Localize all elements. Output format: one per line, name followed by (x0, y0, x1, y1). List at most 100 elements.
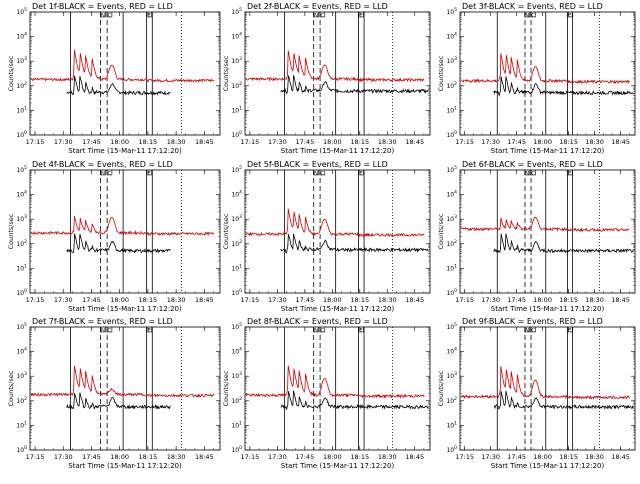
y-tick-label: 105 (16, 165, 27, 174)
marker-bracket-label: C (320, 171, 324, 177)
y-tick-label: 104 (16, 32, 27, 41)
y-tick-exponent: 3 (24, 214, 27, 220)
y-tick-exponent: 5 (24, 7, 27, 13)
marker-bracket-label: N (101, 13, 105, 19)
y-tick-label: 104 (16, 190, 27, 199)
x-tick-label: 17:45 (507, 453, 526, 461)
y-tick-label: 101 (16, 420, 27, 429)
y-axis-label: Counts/sec (222, 213, 230, 249)
x-tick-label: 18:00 (110, 453, 129, 461)
x-tick-label: 18:30 (167, 296, 186, 304)
series-lld-line (460, 52, 630, 85)
x-tick-label: 17:15 (455, 296, 474, 304)
y-tick-label: 101 (231, 420, 242, 429)
marker-bracket (100, 170, 106, 176)
x-tick-label: 18:00 (533, 296, 552, 304)
y-tick-label: 105 (16, 7, 27, 16)
y-tick-label: 101 (446, 105, 457, 114)
x-tick-label: 17:45 (82, 296, 101, 304)
y-tick-exponent: 3 (454, 371, 457, 377)
y-tick-exponent: 1 (239, 420, 242, 426)
marker-bracket-label: E (147, 13, 151, 19)
series-events-line (493, 233, 634, 254)
y-tick-exponent: 1 (454, 263, 457, 269)
x-tick-label: 17:30 (54, 296, 73, 304)
x-tick-label: 18:15 (139, 453, 158, 461)
marker-bracket-label: N (525, 171, 529, 177)
y-tick-exponent: 2 (239, 81, 242, 87)
series-events-line (66, 75, 171, 96)
y-tick-exponent: 2 (24, 239, 27, 245)
panel-title: Det 3f-BLACK = Events, RED = LLD (462, 2, 603, 11)
series-lld-line (245, 50, 425, 83)
detector-panel-4: Det 4f-BLACK = Events, RED = LLD10010110… (7, 160, 221, 313)
x-axis-label: Start Time (15-Mar-11 17:12:20) (68, 305, 182, 313)
panel-title: Det 6f-BLACK = Events, RED = LLD (462, 160, 603, 169)
y-tick-label: 101 (16, 263, 27, 272)
detector-panel-9: Det 9f-BLACK = Events, RED = LLD10010110… (437, 317, 636, 470)
series-lld-line (30, 49, 215, 83)
y-tick-exponent: 4 (454, 190, 457, 196)
detector-panel-2: Det 2f-BLACK = Events, RED = LLD10010110… (222, 2, 431, 155)
panel-title: Det 5f-BLACK = Events, RED = LLD (247, 160, 388, 169)
x-tick-label: 18:45 (195, 296, 214, 304)
y-tick-label: 100 (16, 288, 27, 297)
y-tick-exponent: 3 (24, 56, 27, 62)
y-tick-exponent: 2 (239, 396, 242, 402)
y-tick-label: 103 (231, 371, 242, 380)
y-tick-label: 105 (16, 322, 27, 331)
x-tick-label: 17:45 (507, 138, 526, 146)
y-tick-label: 100 (446, 130, 457, 139)
x-tick-label: 18:00 (323, 138, 342, 146)
detector-panel-6: Det 6f-BLACK = Events, RED = LLD10010110… (437, 160, 636, 313)
marker-bracket (146, 12, 152, 18)
y-tick-label: 100 (16, 130, 27, 139)
x-tick-label: 17:30 (481, 138, 500, 146)
panel-title: Det 1f-BLACK = Events, RED = LLD (32, 2, 173, 11)
marker-bracket-label: N (101, 328, 105, 334)
x-tick-label: 18:00 (323, 296, 342, 304)
y-axis-label: Counts/sec (437, 370, 445, 406)
marker-bracket (358, 327, 364, 333)
y-tick-label: 102 (231, 396, 242, 405)
y-tick-exponent: 1 (24, 420, 27, 426)
x-axis-label: Start Time (15-Mar-11 17:12:20) (491, 147, 605, 155)
y-tick-label: 101 (446, 420, 457, 429)
y-tick-exponent: 4 (239, 190, 242, 196)
y-tick-label: 104 (231, 190, 242, 199)
marker-bracket (100, 12, 106, 18)
y-tick-label: 104 (446, 32, 457, 41)
y-tick-exponent: 5 (24, 165, 27, 171)
marker-bracket (100, 327, 106, 333)
y-tick-exponent: 2 (454, 239, 457, 245)
y-tick-exponent: 2 (24, 396, 27, 402)
x-tick-label: 18:15 (559, 296, 578, 304)
series-events-line (493, 76, 634, 98)
detector-panel-1: Det 1f-BLACK = Events, RED = LLD10010110… (7, 2, 221, 155)
y-tick-exponent: 2 (454, 81, 457, 87)
x-tick-label: 17:15 (241, 138, 260, 146)
y-tick-label: 103 (231, 56, 242, 65)
x-tick-label: 18:15 (350, 453, 369, 461)
y-axis-label: Counts/sec (7, 370, 15, 406)
y-tick-label: 100 (446, 288, 457, 297)
marker-bracket (313, 12, 319, 18)
x-tick-label: 18:00 (110, 296, 129, 304)
marker-bracket (566, 170, 573, 176)
x-tick-label: 17:45 (295, 296, 314, 304)
marker-bracket-label: E (359, 171, 363, 177)
y-tick-label: 100 (231, 130, 242, 139)
y-tick-exponent: 3 (454, 214, 457, 220)
x-tick-label: 18:45 (611, 296, 630, 304)
detector-panel-8: Det 8f-BLACK = Events, RED = LLD10010110… (222, 317, 431, 470)
plot-frame (459, 326, 636, 451)
marker-bracket (566, 327, 573, 333)
x-tick-label: 17:15 (455, 138, 474, 146)
x-tick-label: 17:30 (268, 453, 287, 461)
y-tick-exponent: 1 (454, 105, 457, 111)
y-tick-label: 105 (446, 322, 457, 331)
y-tick-exponent: 1 (239, 105, 242, 111)
y-tick-label: 103 (231, 214, 242, 223)
y-tick-label: 102 (446, 239, 457, 248)
y-tick-label: 100 (231, 445, 242, 454)
